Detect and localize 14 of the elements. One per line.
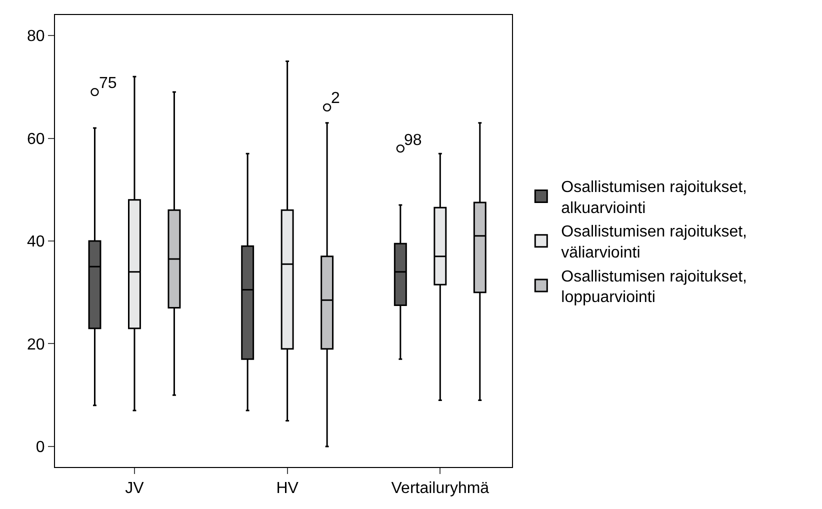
annotation: 75 xyxy=(99,75,117,92)
y-tick-label: 60 xyxy=(27,130,45,148)
x-tick-label: Vertailuryhmä xyxy=(391,480,490,498)
annotation: 2 xyxy=(331,90,340,107)
y-tick-label: 80 xyxy=(27,28,45,46)
x-tick-label: HV xyxy=(276,480,299,498)
annotation: 98 xyxy=(404,132,422,149)
y-tick-label: 40 xyxy=(27,234,45,251)
y-tick-label: 20 xyxy=(27,336,45,354)
legend-label: Osallistumisen rajoitukset, alkuarviointi xyxy=(561,179,747,217)
legend-label: Osallistumisen rajoitukset, loppuarviointi xyxy=(561,268,747,306)
legend-label: Osallistumisen rajoitukset, väliarviointi xyxy=(561,224,747,262)
y-tick-label: 0 xyxy=(36,439,45,456)
x-tick-label: JV xyxy=(125,480,144,498)
